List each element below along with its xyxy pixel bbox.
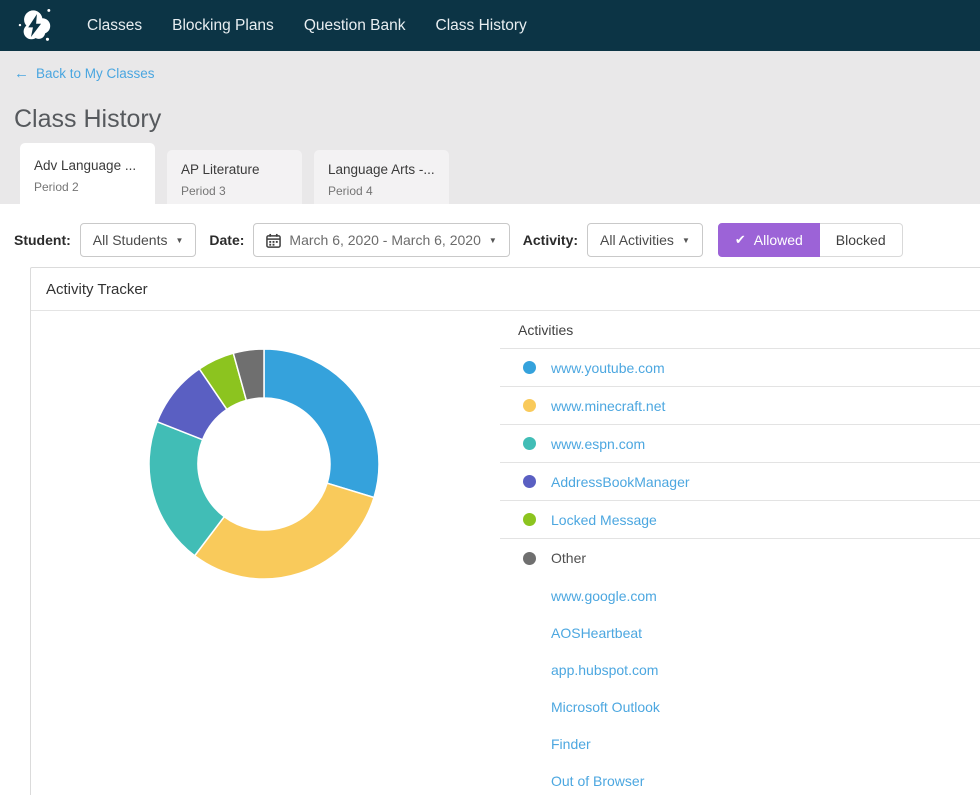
tab-period: Period 3: [181, 184, 226, 198]
activities-legend: Activities www.youtube.com www.minecraft.…: [500, 311, 980, 795]
tab-adv-language[interactable]: Adv Language ... Period 2: [20, 143, 155, 204]
legend-row: Locked Message: [500, 501, 980, 539]
legend-row: AddressBookManager: [500, 463, 980, 501]
legend-activity-link[interactable]: Locked Message: [551, 511, 657, 528]
student-dropdown[interactable]: All Students ▼: [79, 223, 197, 257]
main-content: Student: All Students ▼ Date: March 6, 2…: [0, 204, 980, 795]
legend-activity-link[interactable]: Out of Browser: [551, 772, 645, 789]
tab-period: Period 4: [328, 184, 373, 198]
legend-subrow: www.google.com: [500, 577, 980, 614]
legend-subrow: AOSHeartbeat: [500, 614, 980, 651]
back-to-classes-link[interactable]: ← Back to My Classes: [14, 65, 155, 82]
student-dropdown-value: All Students: [92, 232, 168, 248]
legend-subrow: app.hubspot.com: [500, 651, 980, 688]
nav-item-class-history[interactable]: Class History: [435, 17, 527, 34]
back-arrow-icon: ←: [14, 65, 29, 82]
legend-dot-icon: [523, 361, 536, 374]
panel-body: Activities www.youtube.com www.minecraft.…: [31, 311, 980, 795]
student-filter-label: Student:: [14, 232, 71, 248]
caret-down-icon: ▼: [175, 235, 184, 245]
activity-dropdown[interactable]: All Activities ▼: [587, 223, 703, 257]
legend-other-label: Other: [551, 550, 587, 566]
tab-name: Language Arts -...: [328, 162, 435, 177]
back-link-label: Back to My Classes: [36, 66, 155, 81]
legend-dot-icon: [523, 513, 536, 526]
legend-activity-link[interactable]: Microsoft Outlook: [551, 698, 660, 715]
activity-filter-label: Activity:: [522, 232, 579, 248]
activity-donut-chart: [144, 344, 384, 584]
nav-item-blocking-plans[interactable]: Blocking Plans: [172, 17, 274, 34]
legend-dot-icon: [523, 437, 536, 450]
legend-subrow: Finder: [500, 725, 980, 762]
nav-item-question-bank[interactable]: Question Bank: [303, 17, 406, 34]
legend-dot-icon: [523, 475, 536, 488]
class-tabs: Adv Language ... Period 2 AP Literature …: [20, 143, 449, 204]
blocked-button-label: Blocked: [835, 232, 886, 248]
filter-bar: Student: All Students ▼ Date: March 6, 2…: [0, 204, 980, 257]
legend-row: Other: [500, 539, 980, 577]
tab-name: AP Literature: [181, 162, 260, 177]
date-range-dropdown[interactable]: March 6, 2020 - March 6, 2020 ▼: [253, 223, 510, 257]
legend-row: www.espn.com: [500, 425, 980, 463]
legend-subrow: Out of Browser: [500, 762, 980, 795]
check-icon: ✔: [734, 232, 746, 247]
legend-activity-link[interactable]: www.minecraft.net: [551, 397, 666, 414]
legend-activity-link[interactable]: www.espn.com: [551, 435, 646, 452]
legend-activity-link[interactable]: AOSHeartbeat: [551, 624, 643, 641]
legend-activity-link[interactable]: www.google.com: [551, 587, 657, 604]
legend-row: www.minecraft.net: [500, 387, 980, 425]
donut-slice-www.youtube.com[interactable]: [263, 348, 380, 499]
calendar-icon: [266, 233, 282, 248]
activity-dropdown-value: All Activities: [600, 232, 674, 248]
legend-activity-link[interactable]: AddressBookManager: [551, 473, 690, 490]
page-header: ← Back to My Classes Class History Adv L…: [0, 51, 980, 204]
activity-tracker-panel: Activity Tracker Activities www.youtube.…: [30, 267, 980, 795]
legend-subrow: Microsoft Outlook: [500, 688, 980, 725]
legend-dot-icon: [523, 399, 536, 412]
legend-dot-icon: [523, 551, 536, 565]
top-navbar: Classes Blocking Plans Question Bank Cla…: [0, 0, 980, 51]
allowed-button[interactable]: ✔ Allowed: [717, 223, 820, 257]
tab-period: Period 2: [34, 180, 79, 194]
tab-ap-literature[interactable]: AP Literature Period 3: [167, 150, 302, 204]
legend-title: Activities: [500, 311, 980, 349]
blocked-button[interactable]: Blocked: [819, 223, 903, 257]
panel-title: Activity Tracker: [31, 268, 980, 311]
date-range-value: March 6, 2020 - March 6, 2020: [289, 232, 481, 248]
caret-down-icon: ▼: [488, 235, 497, 245]
legend-list: www.youtube.com www.minecraft.net www.espn…: [500, 349, 980, 795]
donut-slice-www.minecraft.net[interactable]: [193, 482, 375, 580]
nav-item-classes[interactable]: Classes: [87, 17, 143, 34]
app-logo-icon[interactable]: [14, 4, 58, 48]
allowed-button-label: Allowed: [753, 232, 803, 248]
page-title: Class History: [14, 105, 162, 133]
legend-activity-link[interactable]: www.youtube.com: [551, 359, 665, 376]
date-filter-label: Date:: [209, 232, 245, 248]
tab-language-arts[interactable]: Language Arts -... Period 4: [314, 150, 449, 204]
legend-activity-link[interactable]: app.hubspot.com: [551, 661, 659, 678]
donut-slice-Other[interactable]: [232, 348, 265, 402]
legend-row: www.youtube.com: [500, 349, 980, 387]
allowed-blocked-toggle: ✔ Allowed Blocked: [717, 223, 903, 257]
caret-down-icon: ▼: [681, 235, 690, 245]
tab-name: Adv Language ...: [34, 158, 137, 173]
legend-activity-link[interactable]: Finder: [551, 735, 591, 752]
